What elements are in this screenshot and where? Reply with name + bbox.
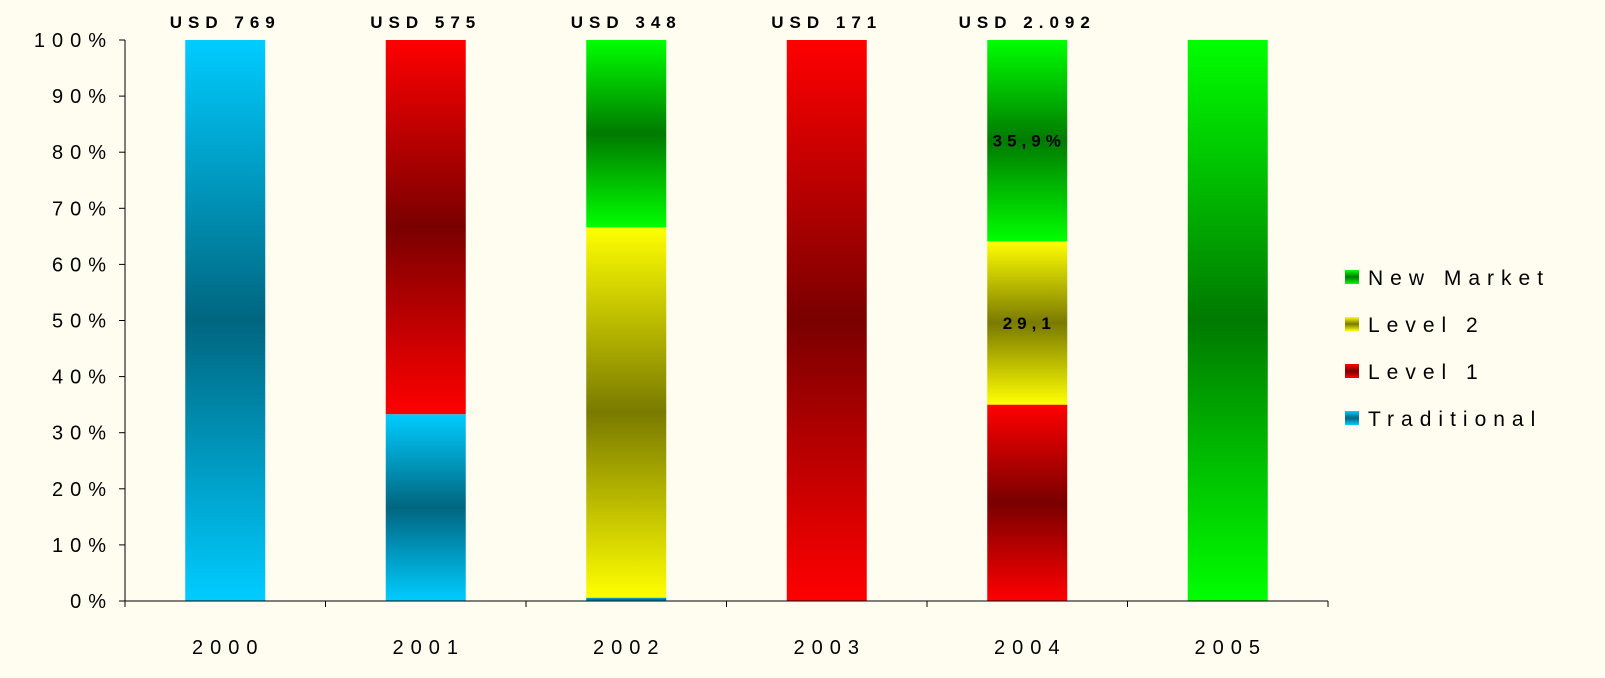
bar-segment-2001-traditional [385,414,466,601]
legend-label: Level 2 [1368,314,1485,337]
bar-segment-2001-level-1 [385,40,466,415]
legend-label: New Market [1368,267,1550,290]
bar-segment-2002-new-market [586,40,667,228]
bar-segment-2002-traditional [586,597,667,601]
x-tick-label: 2004 [994,637,1067,659]
legend-swatch-level-2 [1345,317,1359,331]
total-label: USD 171 [771,13,882,32]
y-tick-label: 0% [70,591,113,613]
y-tick-label: 60% [52,254,113,276]
legend-swatch-new-market [1345,270,1359,284]
y-tick-label: 100% [34,30,113,52]
bar-segment-2004-level-2 [987,241,1068,405]
axes-layer [119,39,1329,607]
x-tick-label: 2000 [192,637,265,659]
y-tick-label: 90% [52,86,113,108]
data-label: 29,1 [1003,314,1056,333]
bar-segment-2002-level-2 [586,227,667,598]
total-label: USD 2.092 [959,13,1096,32]
x-tick-label: 2001 [393,637,466,659]
y-tick-label: 10% [52,535,113,557]
x-tick-label: 2002 [593,637,666,659]
data-label: 35,9% [993,132,1066,151]
legend-swatch-level-1 [1345,364,1359,378]
legend: New Market Level 2 Level 1 Traditional [1345,267,1550,431]
total-label: USD 575 [370,13,481,32]
bar-segment-2000-traditional [185,40,266,601]
bar-segment-2004-level-1 [987,404,1068,601]
y-tick-label: 40% [52,367,113,389]
legend-swatch-traditional [1345,411,1359,425]
total-label: USD 348 [571,13,682,32]
bar-segment-2005-new-market [1187,40,1268,601]
total-label: USD 769 [170,13,281,32]
y-tick-label: 50% [52,311,113,333]
legend-label: Traditional [1368,408,1542,431]
x-tick-label: 2005 [1195,637,1268,659]
y-tick-label: 80% [52,142,113,164]
bars-layer [185,40,1268,601]
bar-segment-2004-new-market [987,40,1068,242]
y-tick-label: 70% [52,198,113,220]
y-tick-label: 30% [52,423,113,445]
x-tick-label: 2003 [794,637,867,659]
bar-segment-2003-level-1 [786,40,867,601]
y-tick-label: 20% [52,479,113,501]
labels-layer: 0% 10% 20% 30% 40% 50% 60% 70% 80% 90% 100% 2000 USD… [34,13,1268,659]
legend-label: Level 1 [1368,361,1485,384]
